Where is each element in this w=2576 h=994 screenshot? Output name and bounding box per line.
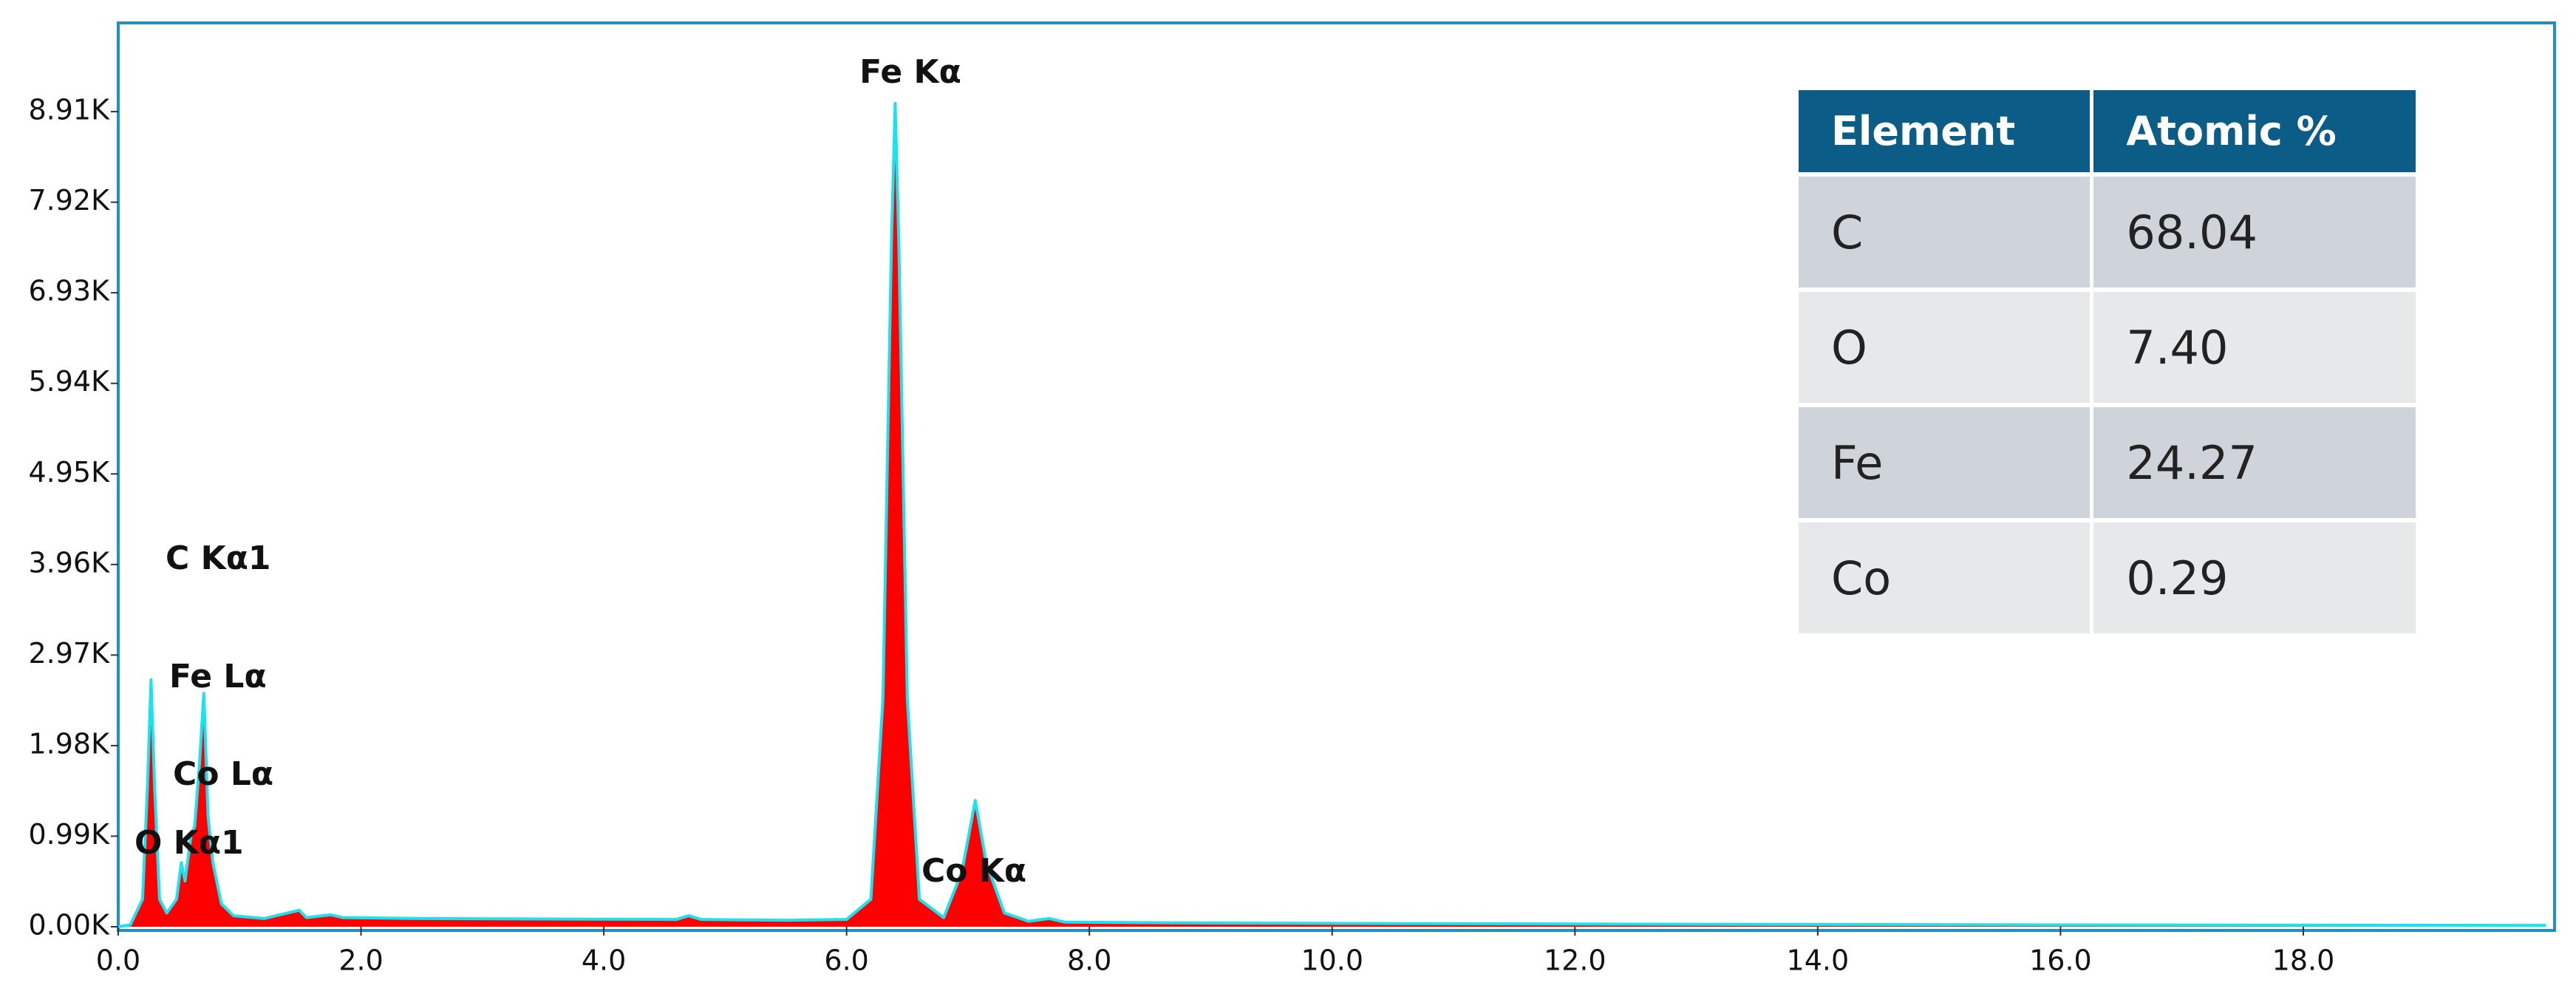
y-tick-label: 4.95K bbox=[28, 456, 110, 489]
x-tick-label: 2.0 bbox=[338, 944, 383, 977]
peak-label: Co Kα bbox=[921, 852, 1026, 890]
x-tick-label: 16.0 bbox=[2029, 944, 2092, 977]
spectrum-line bbox=[117, 101, 2546, 928]
x-tick-label: 12.0 bbox=[1544, 944, 1606, 977]
atomic-percent: 68.04 bbox=[2093, 177, 2416, 287]
element-table: Element Atomic % C 68.04 O 7.40 Fe 24.27 Co 0.2… bbox=[1795, 86, 2419, 638]
atomic-percent: 7.40 bbox=[2093, 292, 2416, 403]
atomic-percent: 24.27 bbox=[2093, 407, 2416, 518]
table-row: O 7.40 bbox=[1799, 292, 2416, 403]
y-tick-label: 6.93K bbox=[28, 275, 110, 307]
table-row: Co 0.29 bbox=[1799, 522, 2416, 633]
x-tick-label: 18.0 bbox=[2272, 944, 2335, 977]
y-tick-label: 0.00K bbox=[28, 909, 110, 942]
x-tick-label: 4.0 bbox=[582, 944, 626, 977]
peak-label: Fe Kα bbox=[859, 53, 961, 91]
y-tick-label: 0.99K bbox=[28, 818, 110, 851]
y-tick-label: 2.97K bbox=[28, 637, 110, 670]
y-tick-label: 7.92K bbox=[28, 184, 110, 217]
column-header: Element bbox=[1799, 90, 2091, 172]
peak-label: Co Lα bbox=[173, 755, 273, 793]
y-tick-label: 8.91K bbox=[28, 94, 110, 126]
element: Fe bbox=[1799, 407, 2091, 518]
peak-label: Fe Lα bbox=[169, 658, 267, 695]
table-body: C 68.04 O 7.40 Fe 24.27 Co 0.29 bbox=[1799, 177, 2416, 633]
column-header: Atomic % bbox=[2093, 90, 2416, 172]
table-row: C 68.04 bbox=[1799, 177, 2416, 287]
plot-frame bbox=[117, 21, 2556, 932]
atomic-percent: 0.29 bbox=[2093, 522, 2416, 633]
peak-label: O Kα1 bbox=[134, 824, 244, 862]
peak-label: C Kα1 bbox=[166, 539, 271, 577]
x-tick-label: 8.0 bbox=[1067, 944, 1111, 977]
x-tick-label: 0.0 bbox=[96, 944, 140, 977]
element: C bbox=[1799, 177, 2091, 287]
table-header: Element Atomic % bbox=[1799, 90, 2416, 172]
y-tick-label: 5.94K bbox=[28, 365, 110, 398]
y-tick-label: 1.98K bbox=[28, 727, 110, 760]
y-tick-label: 3.96K bbox=[28, 546, 110, 579]
element: O bbox=[1799, 292, 2091, 403]
table-row: Fe 24.27 bbox=[1799, 407, 2416, 518]
x-tick-label: 6.0 bbox=[824, 944, 868, 977]
x-tick-label: 14.0 bbox=[1787, 944, 1850, 977]
x-tick-label: 10.0 bbox=[1301, 944, 1363, 977]
element: Co bbox=[1799, 522, 2091, 633]
